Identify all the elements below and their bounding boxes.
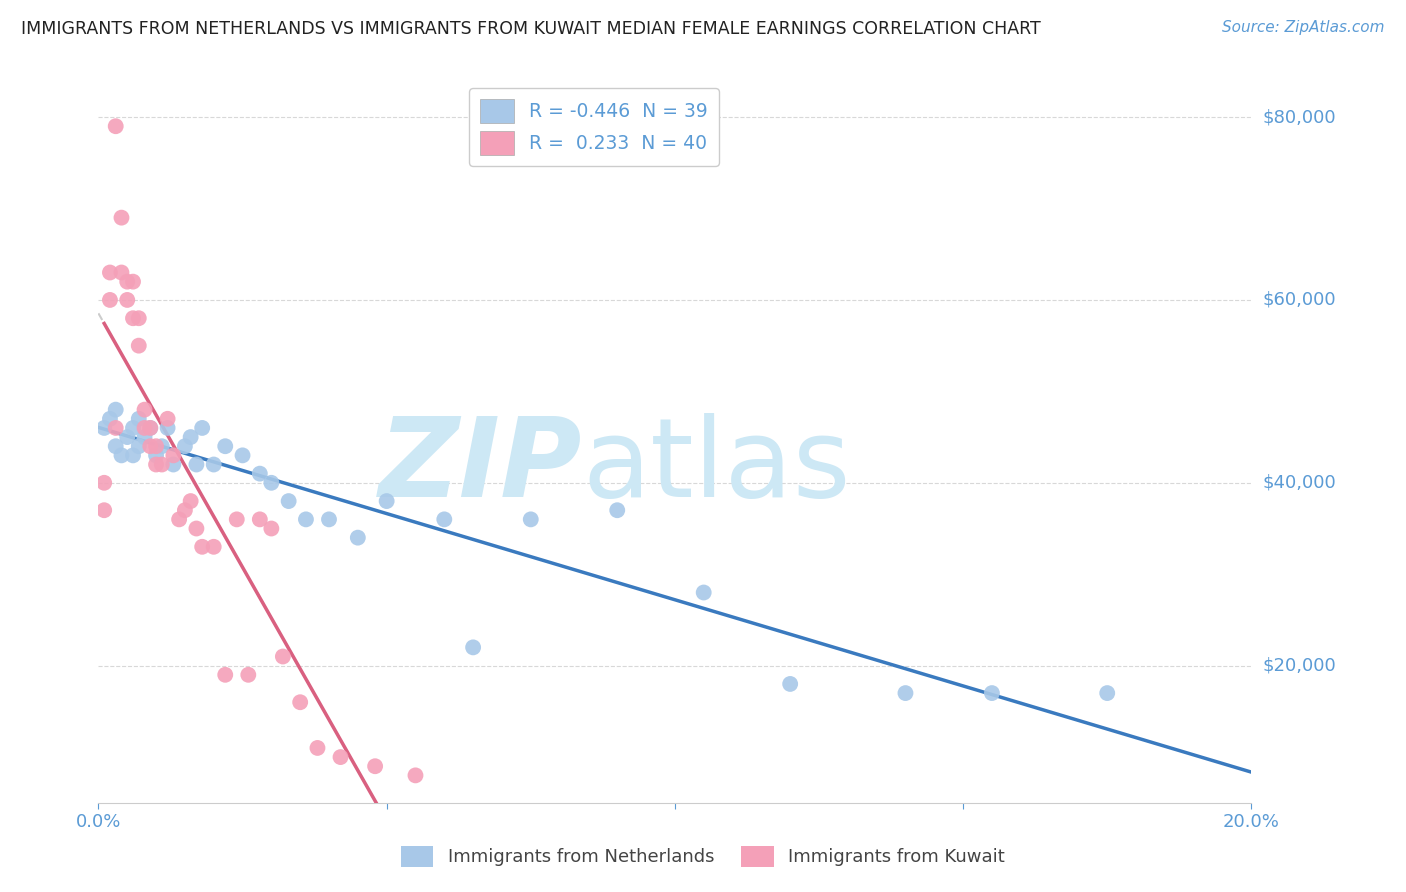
Point [128, 439, 150, 453]
Point [156, 421, 179, 435]
Point [307, 740, 329, 755]
Point [104, 421, 127, 435]
Point [104, 439, 127, 453]
Point [225, 512, 247, 526]
Point [180, 430, 202, 444]
Point [271, 649, 294, 664]
Point [104, 402, 127, 417]
Text: $80,000: $80,000 [1263, 108, 1336, 126]
Point [295, 512, 318, 526]
Point [156, 412, 179, 426]
Point [606, 503, 628, 517]
Point [214, 667, 236, 681]
Text: $40,000: $40,000 [1263, 474, 1336, 491]
Point [139, 439, 162, 453]
Point [110, 265, 132, 279]
Point [375, 494, 398, 508]
Point [134, 430, 156, 444]
Point [520, 512, 543, 526]
Point [693, 585, 716, 599]
Point [214, 439, 236, 453]
Point [260, 521, 283, 535]
Text: $20,000: $20,000 [1263, 657, 1336, 674]
Point [162, 448, 184, 462]
Point [1097, 686, 1119, 700]
Legend: R = -0.446  N = 39, R =  0.233  N = 40: R = -0.446 N = 39, R = 0.233 N = 40 [470, 88, 720, 166]
Point [145, 458, 167, 472]
Point [139, 421, 162, 435]
Point [186, 458, 208, 472]
Point [98, 412, 121, 426]
Point [260, 475, 283, 490]
Point [93, 503, 115, 517]
Point [779, 677, 801, 691]
Text: IMMIGRANTS FROM NETHERLANDS VS IMMIGRANTS FROM KUWAIT MEDIAN FEMALE EARNINGS COR: IMMIGRANTS FROM NETHERLANDS VS IMMIGRANT… [21, 20, 1040, 37]
Point [110, 211, 132, 225]
Point [364, 759, 387, 773]
Point [277, 494, 299, 508]
Point [249, 512, 271, 526]
Point [122, 448, 145, 462]
Point [167, 512, 190, 526]
Point [238, 667, 260, 681]
Point [139, 421, 162, 435]
Text: ZIP: ZIP [380, 413, 582, 520]
Point [894, 686, 917, 700]
Point [122, 311, 145, 326]
Point [145, 439, 167, 453]
Point [150, 439, 173, 453]
Point [98, 293, 121, 307]
Point [150, 458, 173, 472]
Point [93, 475, 115, 490]
Point [290, 695, 312, 709]
Point [104, 119, 127, 133]
Point [202, 540, 225, 554]
Point [128, 338, 150, 352]
Point [174, 503, 197, 517]
Point [433, 512, 456, 526]
Point [117, 275, 139, 289]
Text: atlas: atlas [582, 413, 851, 520]
Point [128, 311, 150, 326]
Point [134, 421, 156, 435]
Point [981, 686, 1004, 700]
Point [405, 768, 427, 782]
Point [231, 448, 254, 462]
Text: $60,000: $60,000 [1263, 291, 1336, 309]
Point [249, 467, 271, 481]
Text: Source: ZipAtlas.com: Source: ZipAtlas.com [1222, 20, 1385, 35]
Point [191, 540, 214, 554]
Point [110, 448, 132, 462]
Legend: Immigrants from Netherlands, Immigrants from Kuwait: Immigrants from Netherlands, Immigrants … [394, 838, 1012, 874]
Point [318, 512, 340, 526]
Point [329, 750, 352, 764]
Point [346, 531, 368, 545]
Point [122, 275, 145, 289]
Point [98, 265, 121, 279]
Point [117, 430, 139, 444]
Point [461, 640, 484, 655]
Point [180, 494, 202, 508]
Point [145, 448, 167, 462]
Point [93, 421, 115, 435]
Point [128, 412, 150, 426]
Point [162, 458, 184, 472]
Point [186, 521, 208, 535]
Point [117, 293, 139, 307]
Point [134, 402, 156, 417]
Point [202, 458, 225, 472]
Point [122, 421, 145, 435]
Point [191, 421, 214, 435]
Point [174, 439, 197, 453]
